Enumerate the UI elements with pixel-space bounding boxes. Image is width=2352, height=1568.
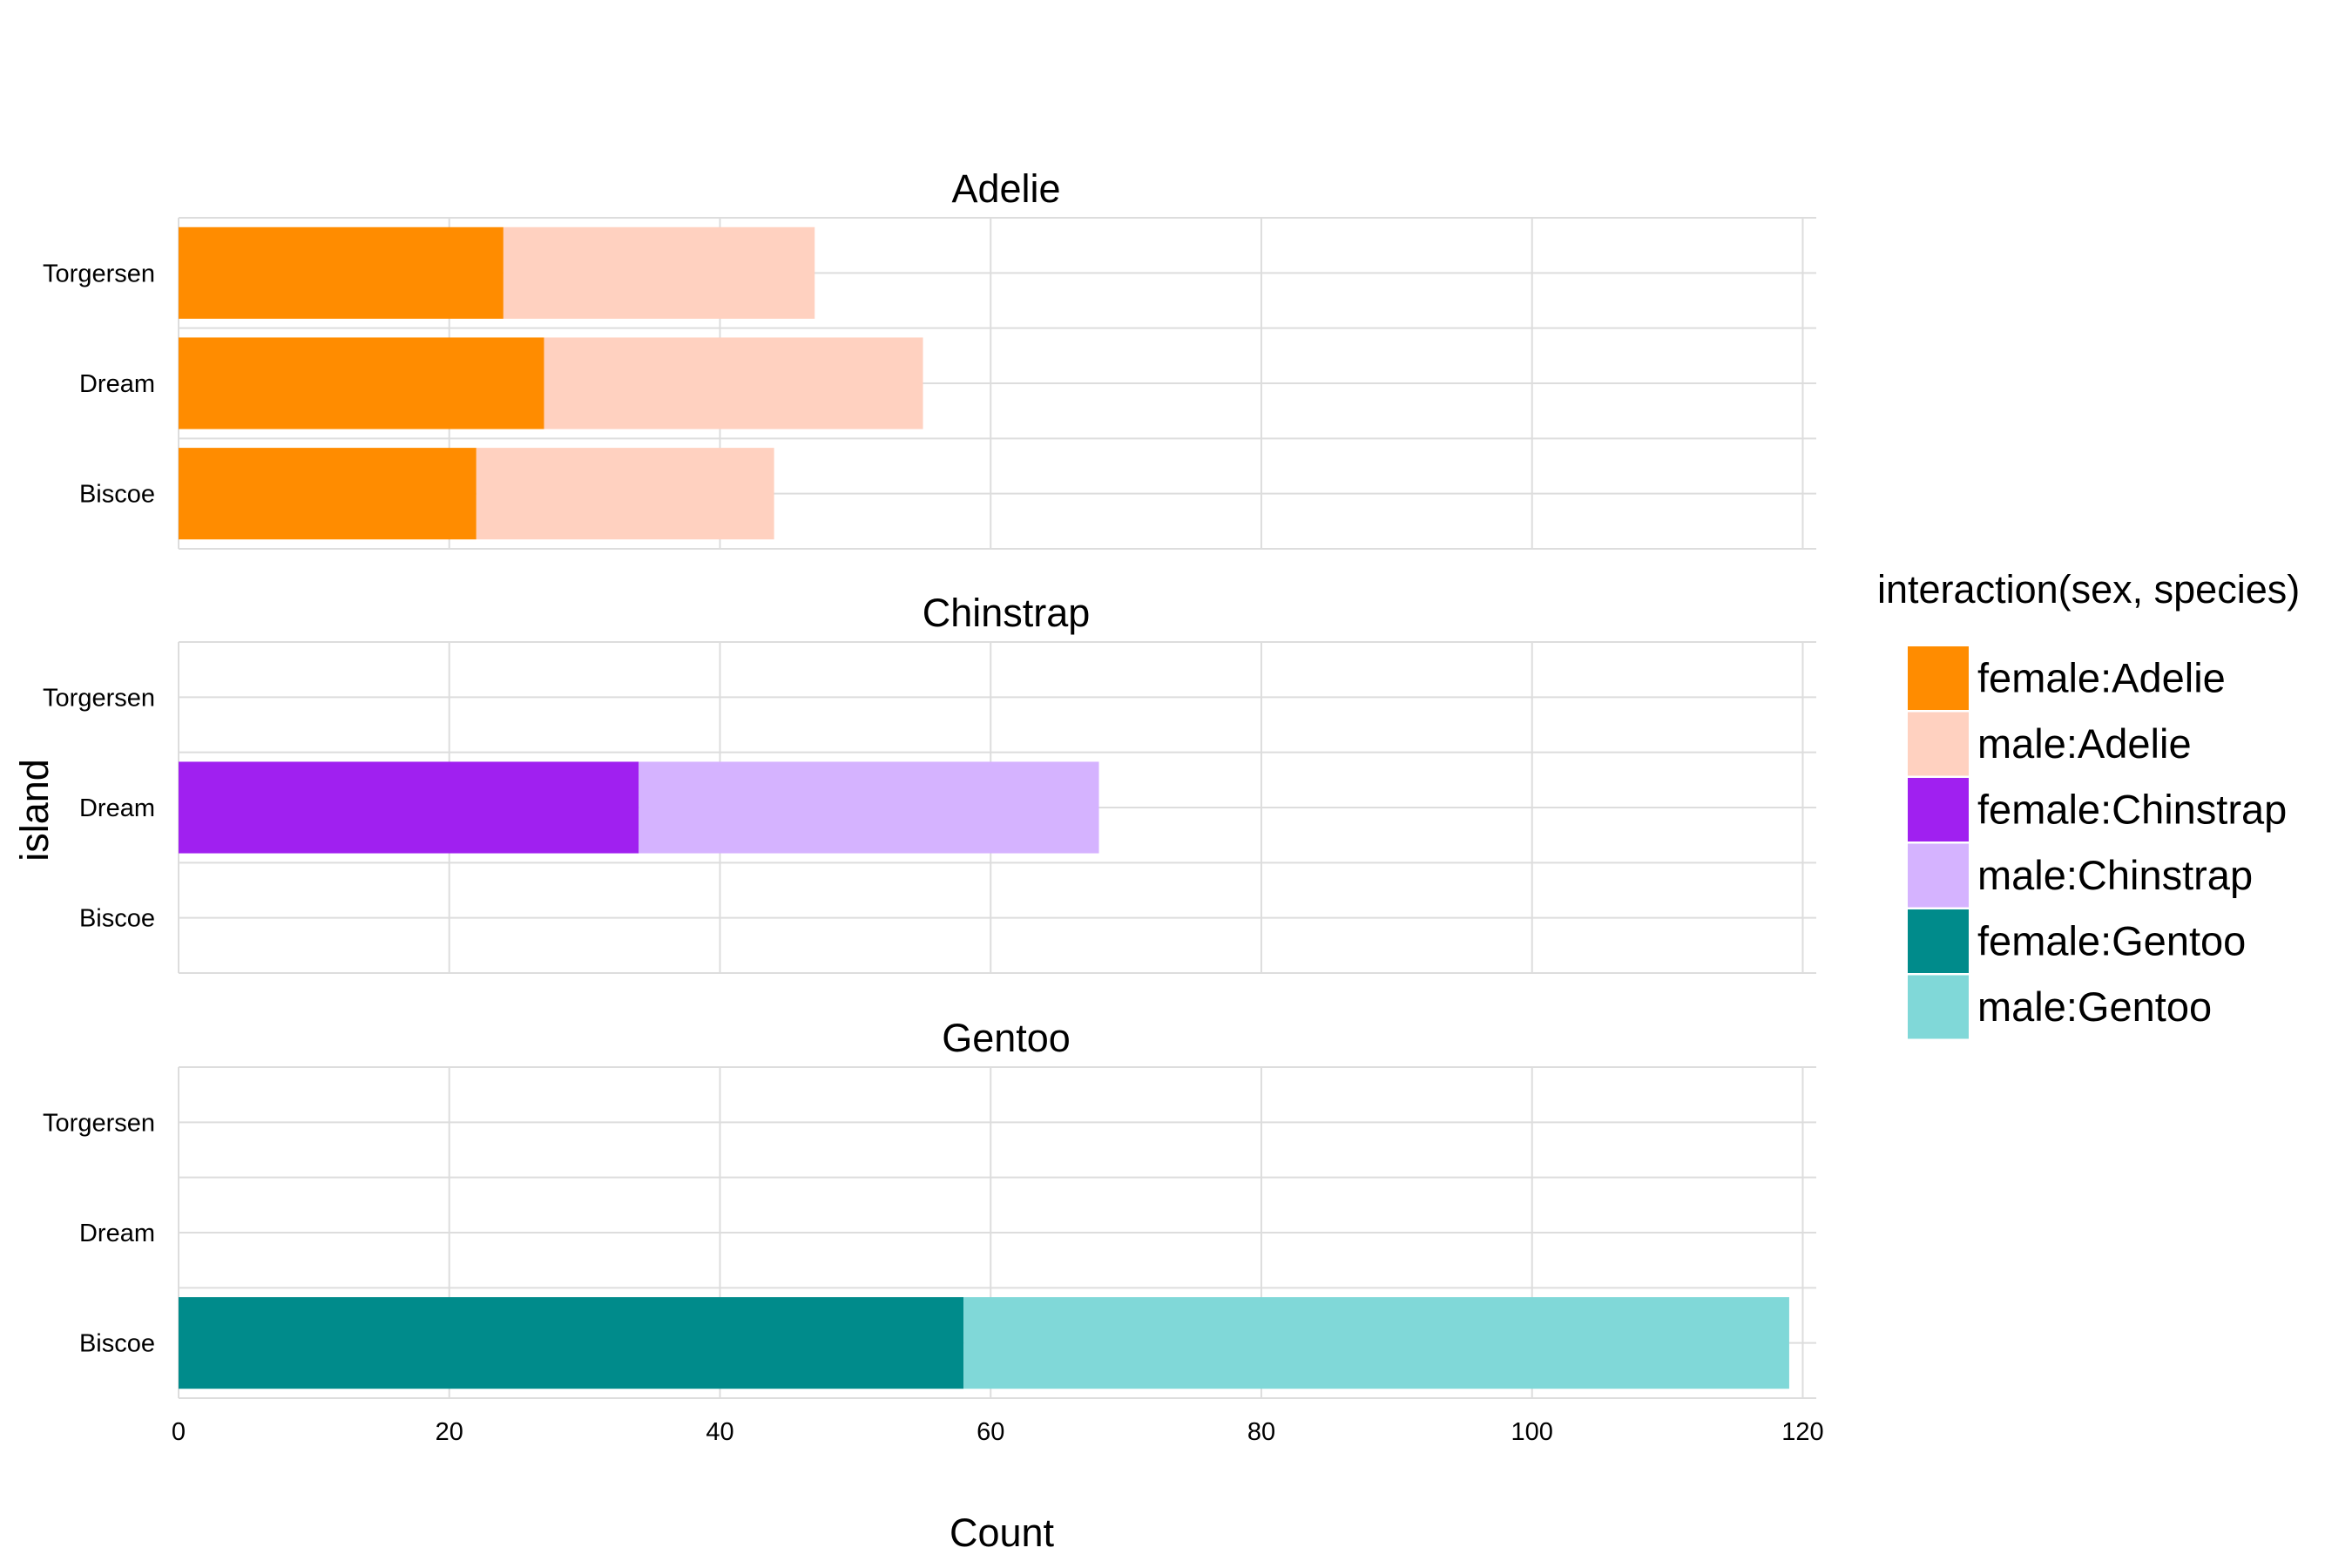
x-tick-label-40: 40 xyxy=(706,1418,733,1446)
facet-title-chinstrap: Chinstrap xyxy=(923,591,1091,635)
legend-key-male-chinstrap xyxy=(1908,843,1969,908)
x-tick-label-0: 0 xyxy=(172,1418,186,1446)
y-tick-label-gentoo-biscoe: Biscoe xyxy=(79,1330,155,1358)
legend-key-female-gentoo xyxy=(1908,909,1969,973)
bar-female-adelie-dream xyxy=(179,337,544,429)
y-tick-label-chinstrap-biscoe: Biscoe xyxy=(79,905,155,933)
x-tick-label-80: 80 xyxy=(1247,1418,1275,1446)
legend-key-female-adelie xyxy=(1908,646,1969,710)
legend-key-male-adelie xyxy=(1908,712,1969,776)
x-tick-label-60: 60 xyxy=(977,1418,1004,1446)
facet-title-adelie: Adelie xyxy=(951,166,1060,211)
legend-label-male-chinstrap: male:Chinstrap xyxy=(1977,852,2253,898)
x-tick-label-120: 120 xyxy=(1781,1418,1823,1446)
legend-label-female-gentoo: female:Gentoo xyxy=(1977,918,2246,964)
y-tick-label-gentoo-torgersen: Torgersen xyxy=(43,1109,155,1137)
legend-title: interaction(sex, species) xyxy=(1877,567,2300,612)
legend-label-male-adelie: male:Adelie xyxy=(1977,720,2192,767)
y-tick-label-adelie-biscoe: Biscoe xyxy=(79,481,155,509)
bar-male-adelie-biscoe xyxy=(476,448,774,540)
legend-label-male-gentoo: male:Gentoo xyxy=(1977,983,2212,1030)
y-tick-label-adelie-torgersen: Torgersen xyxy=(43,260,155,287)
y-tick-label-adelie-dream: Dream xyxy=(79,370,155,398)
legend-key-female-chinstrap xyxy=(1908,778,1969,841)
legend-key-male-gentoo xyxy=(1908,975,1969,1039)
legend-label-female-chinstrap: female:Chinstrap xyxy=(1977,787,2287,833)
y-axis-title: island xyxy=(12,759,57,862)
x-tick-label-100: 100 xyxy=(1511,1418,1553,1446)
y-tick-label-chinstrap-dream: Dream xyxy=(79,794,155,822)
bar-female-adelie-torgersen xyxy=(179,226,504,319)
y-tick-label-chinstrap-torgersen: Torgersen xyxy=(43,684,155,712)
bar-male-chinstrap-dream xyxy=(639,761,1099,854)
bar-male-adelie-torgersen xyxy=(503,226,815,319)
x-axis-title: Count xyxy=(950,1511,1055,1555)
x-tick-label-20: 20 xyxy=(436,1418,463,1446)
legend-label-female-adelie: female:Adelie xyxy=(1977,655,2226,701)
bar-male-adelie-dream xyxy=(544,337,923,429)
bar-female-chinstrap-dream xyxy=(179,761,639,854)
bar-female-adelie-biscoe xyxy=(179,448,476,540)
facet-title-gentoo: Gentoo xyxy=(942,1016,1071,1060)
bar-female-gentoo-biscoe xyxy=(179,1297,964,1389)
bar-male-gentoo-biscoe xyxy=(963,1297,1789,1389)
y-tick-label-gentoo-dream: Dream xyxy=(79,1220,155,1247)
